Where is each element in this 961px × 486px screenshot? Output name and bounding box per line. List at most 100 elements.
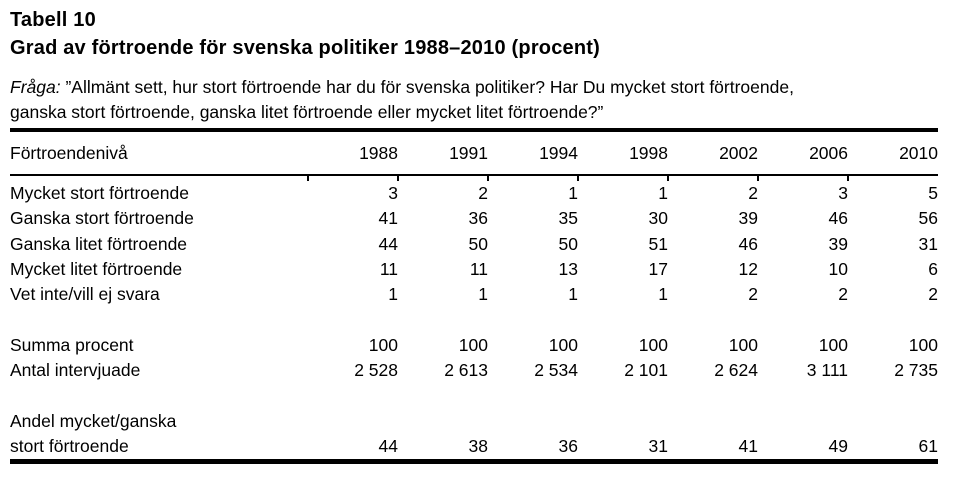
survey-question-line2: ganska stort förtroende, ganska litet fö… (10, 102, 604, 122)
survey-question-line1: Fråga: ”Allmänt sett, hur stort förtroen… (10, 75, 958, 100)
spacer-row (10, 307, 938, 332)
cell-value: 2 (838, 284, 848, 305)
summary-row-total: Summa procent 100 100 100 100 100 100 10… (10, 333, 938, 358)
table-row: Ganska litet förtroende 44 50 50 51 46 3… (10, 232, 938, 257)
share-row-values: stort förtroende 44 38 36 31 41 49 61 (10, 434, 938, 462)
column-header-year-1994: 1994 (488, 130, 578, 176)
cell-value: 61 (918, 435, 938, 456)
cell-value: 2 624 (714, 360, 758, 381)
cell-value: 100 (548, 334, 578, 355)
cell-value: 49 (828, 435, 848, 456)
cell-value: 39 (828, 233, 848, 254)
cell-value: 1 (568, 183, 578, 203)
column-header-year-2006: 2006 (758, 130, 848, 176)
row-label: Summa procent (10, 334, 134, 355)
cell-value: 100 (728, 334, 758, 355)
column-divider-tick (667, 175, 758, 181)
row-label: Vet inte/vill ej svara (10, 284, 160, 305)
cell-value: 100 (368, 334, 398, 355)
cell-value: 50 (558, 233, 578, 254)
column-divider-tick (397, 175, 488, 181)
table-header-row: Förtroendenivå 1988 1991 1994 1998 2002 … (10, 130, 938, 176)
column-header-year-1998: 1998 (578, 130, 668, 176)
cell-value: 2 (928, 284, 938, 305)
row-label: Ganska litet förtroende (10, 233, 188, 254)
row-label: Mycket stort förtroende (10, 183, 189, 203)
cell-value: 12 (738, 258, 758, 279)
column-divider-tick (487, 175, 578, 181)
question-text-line1: ”Allmänt sett, hur stort förtroende har … (65, 77, 794, 97)
cell-value: 2 101 (624, 360, 668, 381)
table-main-title: Grad av förtroende för svenska politiker… (10, 37, 600, 59)
cell-value: 1 (568, 284, 578, 305)
table-number-title: Tabell 10 (10, 9, 96, 31)
row-label: Ganska stort förtroende (10, 208, 194, 229)
cell-value: 2 534 (534, 360, 578, 381)
cell-value: 6 (928, 258, 938, 279)
cell-value: 41 (378, 208, 398, 229)
column-header-year-1988: 1988 (308, 130, 398, 176)
column-divider-tick (577, 175, 668, 181)
summary-row-interviewed: Antal intervjuade 2 528 2 613 2 534 2 10… (10, 358, 938, 383)
cell-value: 2 735 (894, 360, 938, 381)
cell-value: 13 (558, 258, 578, 279)
column-divider-tick (307, 175, 398, 181)
column-header-year-1991: 1991 (398, 130, 488, 176)
cell-value: 1 (478, 284, 488, 305)
spacer-row (10, 383, 938, 408)
cell-value: 2 (748, 183, 758, 203)
cell-value: 2 528 (354, 360, 398, 381)
column-divider-tick (847, 175, 938, 181)
trust-table: Förtroendenivå 1988 1991 1994 1998 2002 … (10, 128, 938, 465)
share-row-label-line1: Andel mycket/ganska (10, 409, 938, 434)
row-label: stort förtroende (10, 435, 129, 456)
cell-value: 100 (908, 334, 938, 355)
cell-value: 31 (918, 233, 938, 254)
cell-value: 11 (469, 258, 488, 279)
cell-value: 36 (558, 435, 578, 456)
row-label: Andel mycket/ganska (10, 410, 177, 431)
cell-value: 100 (818, 334, 848, 355)
cell-value: 17 (648, 258, 668, 279)
cell-value: 46 (738, 233, 758, 254)
cell-value: 39 (738, 208, 758, 229)
cell-value: 3 111 (806, 360, 848, 381)
cell-value: 11 (379, 258, 398, 279)
table-row: Ganska stort förtroende 41 36 35 30 39 4… (10, 206, 938, 231)
cell-value: 3 (388, 183, 398, 203)
cell-value: 30 (648, 208, 668, 229)
column-divider-tick (757, 175, 848, 181)
cell-value: 41 (738, 435, 758, 456)
cell-value: 1 (388, 284, 398, 305)
cell-value: 56 (918, 208, 938, 229)
cell-value: 2 (748, 284, 758, 305)
cell-value: 3 (838, 183, 848, 203)
cell-value: 50 (468, 233, 488, 254)
cell-value: 2 613 (444, 360, 488, 381)
survey-question: Fråga: ”Allmänt sett, hur stort förtroen… (10, 75, 958, 125)
table-row: Vet inte/vill ej svara 1 1 1 1 2 2 2 (10, 282, 938, 307)
column-header-trust-level: Förtroendenivå (10, 130, 308, 176)
cell-value: 5 (928, 183, 938, 203)
cell-value: 10 (828, 258, 848, 279)
cell-value: 36 (468, 208, 488, 229)
column-header-year-2010: 2010 (848, 130, 938, 176)
cell-value: 44 (378, 233, 398, 254)
cell-value: 1 (658, 183, 668, 203)
table-row: Mycket stort förtroende 3 2 1 1 2 3 5 (10, 181, 938, 206)
table-row: Mycket litet förtroende 11 11 13 17 12 1… (10, 257, 938, 282)
cell-value: 44 (378, 435, 398, 456)
cell-value: 31 (648, 435, 668, 456)
column-header-year-2002: 2002 (668, 130, 758, 176)
column-divider-tick-row (10, 175, 938, 181)
document-page: Tabell 10 Grad av förtroende för svenska… (10, 9, 958, 465)
cell-value: 38 (468, 435, 488, 456)
cell-value: 100 (458, 334, 488, 355)
cell-value: 2 (478, 183, 488, 203)
cell-value: 51 (648, 233, 668, 254)
cell-value: 100 (638, 334, 668, 355)
cell-value: 1 (658, 284, 668, 305)
cell-value: 35 (558, 208, 578, 229)
cell-value: 46 (828, 208, 848, 229)
row-label: Antal intervjuade (10, 360, 141, 381)
